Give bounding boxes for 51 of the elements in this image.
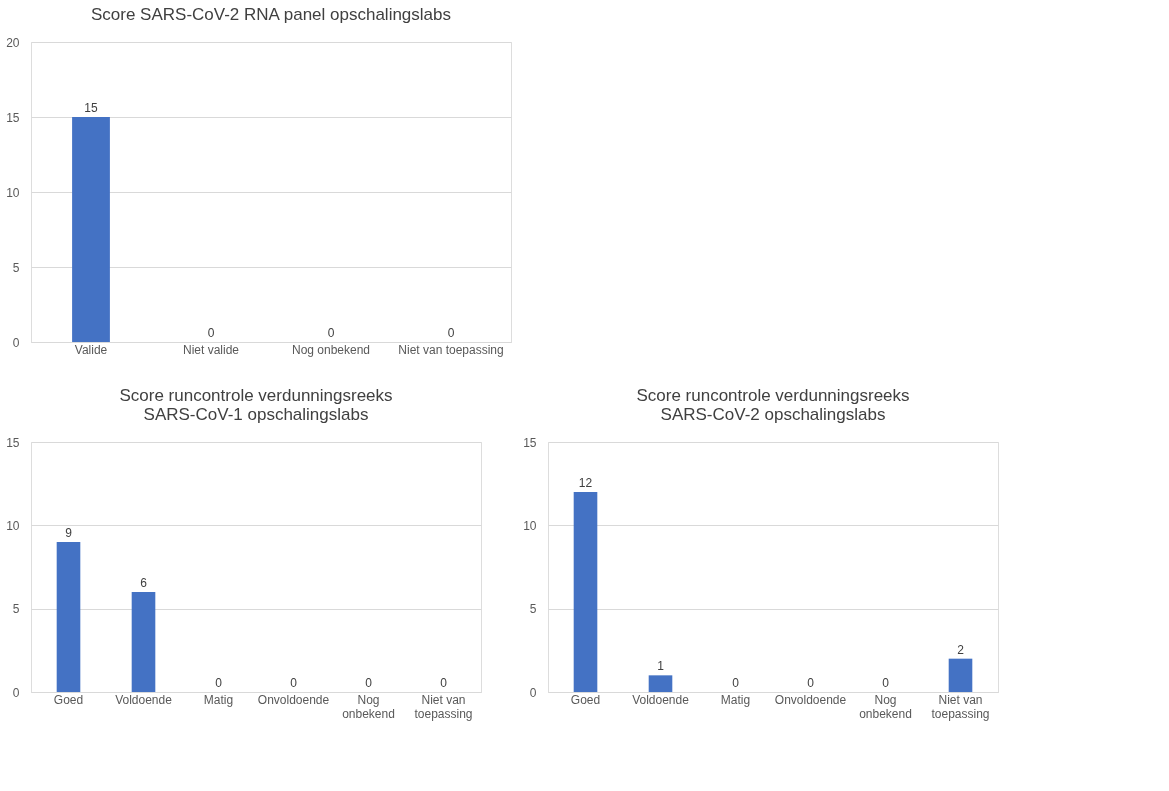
x-tick-label: Nog onbekend	[859, 692, 912, 721]
y-tick-label: 0	[12, 335, 20, 350]
x-tick-label: Nog onbekend	[291, 342, 371, 357]
data-label: 2	[957, 642, 965, 657]
y-tick-label: 5	[529, 602, 537, 617]
data-label: 0	[290, 676, 298, 690]
data-label: 0	[215, 676, 223, 690]
chart-title: Score SARS-CoV-2 RNA panel opschalingslabs	[90, 5, 452, 24]
x-tick-label: Onvoldoende	[257, 692, 330, 707]
data-label: 12	[578, 476, 593, 490]
x-tick-label: Voldoende	[632, 692, 690, 707]
x-tick-label: Niet van toepassing	[398, 342, 504, 357]
y-tick-label: 5	[12, 602, 20, 617]
data-label: 0	[807, 676, 815, 690]
x-tick-label: Matig	[720, 692, 751, 707]
x-tick-label: Nog onbekend	[342, 692, 395, 721]
y-tick-label: 5	[12, 260, 20, 275]
data-label: 0	[365, 676, 373, 690]
data-label: 1	[657, 659, 665, 674]
y-tick-label: 10	[523, 518, 537, 533]
bar	[948, 658, 973, 692]
data-label: 0	[732, 676, 740, 690]
data-label: 15	[84, 101, 98, 115]
x-tick-label: Niet van toepassing	[414, 692, 473, 721]
y-tick-label: 0	[529, 685, 537, 700]
data-label: 0	[447, 326, 455, 340]
y-tick-label: 20	[6, 35, 20, 50]
x-tick-label: Onvoldoende	[774, 692, 847, 707]
y-tick-label: 10	[6, 518, 20, 533]
x-tick-label: Goed	[570, 692, 601, 707]
x-tick-label: Niet van toepassing	[931, 692, 990, 721]
y-tick-label: 15	[6, 110, 20, 125]
data-label: 0	[882, 676, 890, 690]
y-tick-label: 15	[6, 435, 20, 450]
chart-title: Score runcontrole verdunningsreeks SARS-CoV-1 opschalingslabs	[119, 386, 393, 424]
x-tick-label: Goed	[53, 692, 84, 707]
y-tick-label: 0	[12, 685, 20, 700]
x-tick-label: Valide	[74, 342, 108, 357]
data-label: 9	[65, 526, 73, 540]
data-label: 0	[207, 326, 215, 340]
data-label: 0	[327, 326, 335, 340]
x-tick-label: Voldoende	[115, 692, 173, 707]
y-tick-label: 10	[6, 185, 20, 200]
y-tick-label: 15	[523, 435, 537, 450]
data-label: 0	[440, 676, 448, 690]
x-tick-label: Niet valide	[182, 342, 240, 357]
bar	[648, 675, 673, 692]
chart-title: Score runcontrole verdunningsreeks SARS-CoV-2 opschalingslabs	[636, 386, 910, 424]
x-tick-label: Matig	[203, 692, 234, 707]
data-label: 6	[140, 576, 148, 590]
bar	[573, 492, 598, 692]
